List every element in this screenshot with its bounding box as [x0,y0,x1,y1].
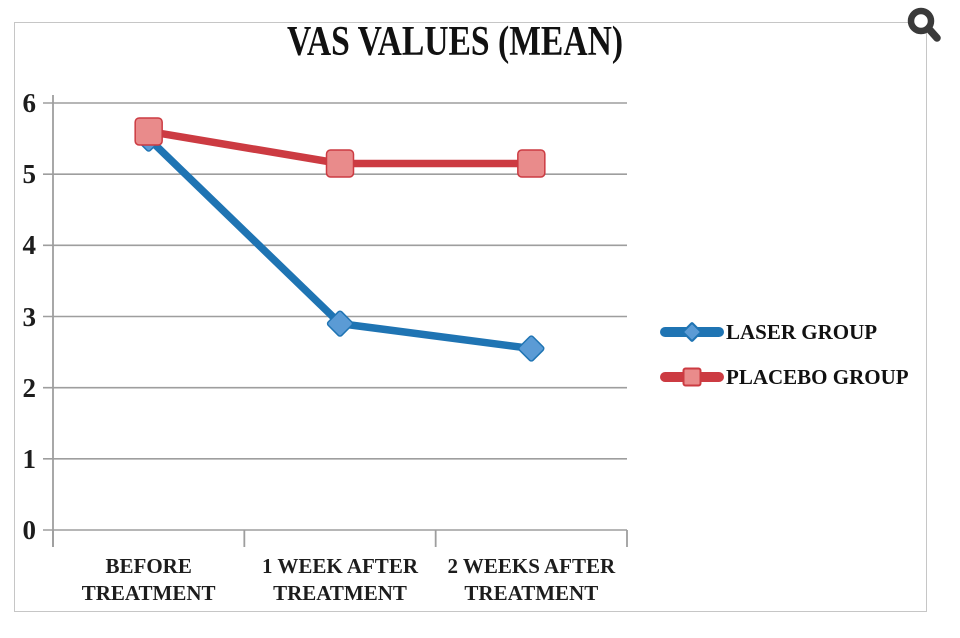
x-axis-label: 2 WEEKS AFTER TREATMENT [447,553,615,607]
data-point-square [517,149,546,178]
x-axis-label-line: TREATMENT [273,581,407,605]
chart-title: VAS VALUES (MEAN) [286,19,624,65]
data-point-diamond [518,335,545,362]
legend-item: PLACEBO GROUP [660,357,909,397]
y-tick-label: 0 [22,515,37,545]
x-axis-label: 1 WEEK AFTER TREATMENT [262,553,418,607]
x-axis-label: BEFORE TREATMENT [82,553,216,607]
data-point-square [134,117,163,146]
y-tick-label: 5 [22,159,37,190]
magnifier-icon[interactable] [904,5,944,45]
x-axis-label-line: TREATMENT [464,581,599,605]
y-tick-label: 2 [22,372,37,403]
data-point-diamond [326,310,354,337]
figure-border [14,22,927,612]
y-tick-label: 4 [22,230,37,261]
square-marker-icon [682,367,702,387]
diamond-marker-icon [681,321,703,343]
legend-swatch-line [660,321,724,343]
legend-item: LASER GROUP [660,312,877,352]
y-tick-label: 1 [22,443,37,474]
legend-swatch-line [660,367,724,387]
x-axis-label-line: 1 WEEK AFTER [262,554,418,578]
x-axis-label-line: 2 WEEKS AFTER [447,554,616,578]
y-tick-label: 3 [22,301,37,332]
x-axis-label-line: TREATMENT [81,581,216,605]
y-tick-label: 6 [22,88,37,118]
data-point-square [325,149,355,178]
x-axis-label-line: BEFORE [105,554,192,578]
legend-label: LASER GROUP [726,319,878,344]
legend-label: PLACEBO GROUP [726,364,909,389]
